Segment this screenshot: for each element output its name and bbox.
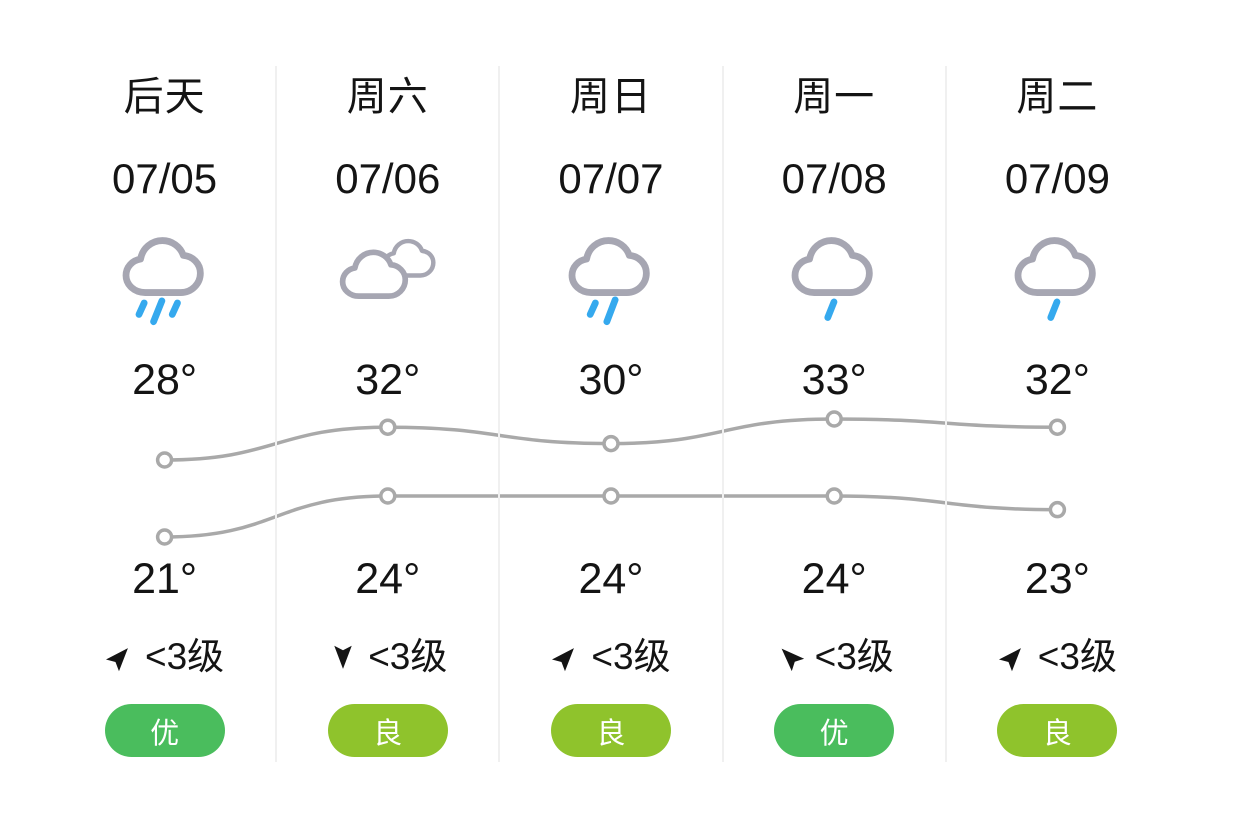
wind-info: <3级 bbox=[53, 636, 276, 678]
date-label: 07/06 bbox=[335, 155, 441, 202]
high-temperature: 32° bbox=[355, 356, 421, 404]
wind-strength-label: <3级 bbox=[145, 636, 225, 677]
wind-strength-label: <3级 bbox=[368, 636, 448, 677]
low-temperature: 24° bbox=[578, 555, 644, 603]
column-divider bbox=[498, 66, 501, 762]
high-temperature: 33° bbox=[801, 356, 867, 404]
wind-strength-label: <3级 bbox=[814, 636, 894, 677]
weather-icon bbox=[723, 230, 946, 326]
aqi-badge: 良 bbox=[550, 704, 671, 757]
day-label: 周一 bbox=[793, 75, 876, 119]
weather-icon bbox=[276, 230, 499, 326]
rain-cloud-light-icon bbox=[1015, 237, 1097, 321]
column-divider bbox=[721, 66, 724, 762]
low-temperature: 23° bbox=[1024, 555, 1090, 603]
forecast-column-2[interactable]: 周六 07/06 32° 24° <3级 良 bbox=[276, 0, 499, 828]
wind-direction-arrow-icon bbox=[334, 645, 352, 669]
wind-info: <3级 bbox=[946, 636, 1169, 678]
aqi-badge: 良 bbox=[327, 704, 448, 757]
weather-icon bbox=[499, 230, 722, 326]
low-temperature: 24° bbox=[355, 555, 421, 603]
wind-direction-arrow-icon bbox=[998, 648, 1021, 672]
wind-direction-arrow-icon bbox=[105, 648, 128, 672]
date-label: 07/08 bbox=[781, 155, 887, 202]
weather-icon bbox=[53, 230, 276, 326]
high-temperature: 28° bbox=[132, 356, 198, 404]
day-label: 后天 bbox=[123, 75, 206, 119]
wind-info: <3级 bbox=[723, 636, 946, 678]
wind-direction-arrow-icon bbox=[781, 648, 804, 672]
day-label: 周六 bbox=[346, 75, 429, 119]
aqi-badge: 优 bbox=[104, 704, 225, 757]
wind-direction-arrow-icon bbox=[552, 648, 575, 672]
aqi-badge: 良 bbox=[997, 704, 1118, 757]
wind-info: <3级 bbox=[499, 636, 722, 678]
column-divider bbox=[944, 66, 947, 762]
rain-cloud-icon bbox=[568, 237, 650, 326]
aqi-badge: 优 bbox=[774, 704, 895, 757]
weather-icon bbox=[946, 230, 1169, 326]
day-label: 周日 bbox=[569, 75, 652, 119]
wind-strength-label: <3级 bbox=[1037, 636, 1117, 677]
rain-cloud-heavy-icon bbox=[122, 237, 204, 326]
high-temperature: 30° bbox=[578, 356, 644, 404]
low-temperature: 21° bbox=[132, 555, 198, 603]
low-temperature: 24° bbox=[801, 555, 867, 603]
date-label: 07/09 bbox=[1004, 155, 1110, 202]
column-divider bbox=[275, 66, 278, 762]
forecast-column-4[interactable]: 周一 07/08 33° 24° <3级 优 bbox=[723, 0, 946, 828]
wind-strength-label: <3级 bbox=[591, 636, 671, 677]
day-label: 周二 bbox=[1016, 75, 1099, 119]
forecast-column-3[interactable]: 周日 07/07 30° 24° <3级 良 bbox=[499, 0, 722, 828]
forecast-column-1[interactable]: 后天 07/05 28° 21° <3级 优 bbox=[53, 0, 276, 828]
rain-cloud-light-icon bbox=[791, 237, 873, 321]
date-label: 07/07 bbox=[558, 155, 664, 202]
date-label: 07/05 bbox=[112, 155, 218, 202]
wind-info: <3级 bbox=[276, 636, 499, 678]
high-temperature: 32° bbox=[1024, 356, 1090, 404]
cloudy-icon bbox=[339, 238, 436, 300]
forecast-column-5[interactable]: 周二 07/09 32° 23° <3级 良 bbox=[946, 0, 1169, 828]
